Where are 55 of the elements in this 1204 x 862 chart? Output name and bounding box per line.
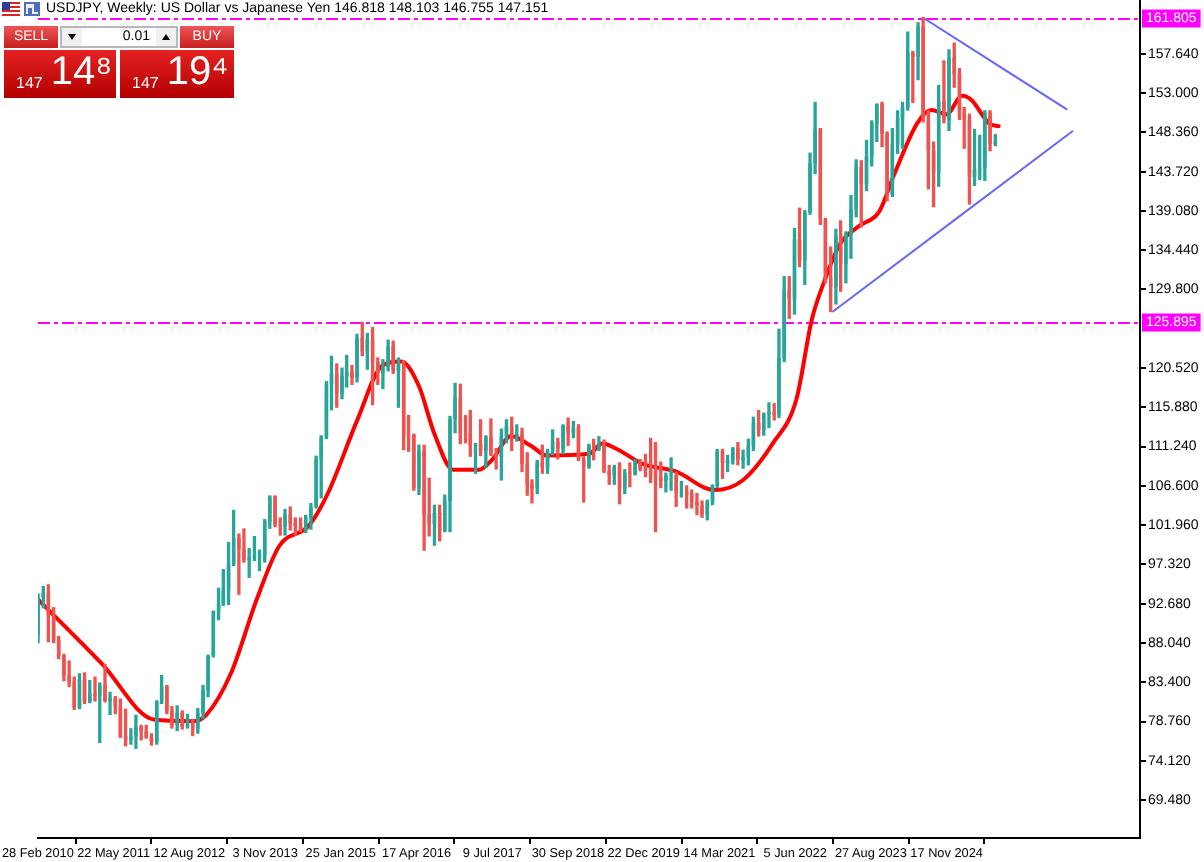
candlestick xyxy=(669,457,673,491)
candlestick xyxy=(391,340,395,374)
candlestick xyxy=(725,454,730,473)
candlestick xyxy=(139,724,143,741)
candlestick xyxy=(108,691,112,716)
candlestick xyxy=(674,471,678,507)
candlestick xyxy=(350,365,354,385)
annotation: 147 xyxy=(132,74,159,94)
candlestick xyxy=(916,22,920,81)
candlestick xyxy=(103,663,107,703)
candlestick xyxy=(283,508,287,536)
price-button: 147 14⁸ xyxy=(4,50,116,98)
candlestick xyxy=(571,420,576,439)
candlestick xyxy=(97,682,102,744)
candlestick xyxy=(623,469,627,495)
candlestick xyxy=(983,110,987,181)
annotation: 147 xyxy=(16,74,43,94)
candlestick xyxy=(772,403,776,421)
candlestick xyxy=(942,60,946,124)
candlestick xyxy=(180,710,185,730)
candlestick xyxy=(834,228,838,305)
candlestick xyxy=(736,442,740,466)
candlestick xyxy=(237,533,241,595)
candlestick xyxy=(514,424,519,442)
candlestick xyxy=(422,444,426,551)
candlestick xyxy=(473,442,478,474)
candlestick xyxy=(134,714,138,749)
candlestick xyxy=(597,436,601,451)
candlestick xyxy=(767,402,771,429)
candlestick xyxy=(417,444,421,495)
candlestick xyxy=(273,495,277,528)
annotation: 19⁴ xyxy=(166,50,229,94)
candlestick xyxy=(535,459,539,495)
candlestick xyxy=(88,679,92,704)
candlestick xyxy=(175,705,179,732)
candlestick xyxy=(355,333,359,383)
candlestick xyxy=(731,447,735,465)
candlestick xyxy=(93,676,97,702)
candlestick xyxy=(561,424,565,455)
candlestick xyxy=(679,480,684,498)
candlestick xyxy=(947,49,951,132)
candlestick xyxy=(638,458,642,472)
candlestick xyxy=(911,50,915,104)
candlestick xyxy=(988,110,992,152)
price-button: 147 19⁴ xyxy=(120,50,234,98)
candlestick xyxy=(695,492,699,516)
candlestick xyxy=(633,458,637,476)
candlestick xyxy=(628,462,632,488)
candlestick xyxy=(587,443,591,469)
candlestick xyxy=(566,417,570,446)
candlestick xyxy=(484,435,488,468)
candlestick xyxy=(700,500,704,518)
candlestick xyxy=(144,724,149,739)
candlestick xyxy=(556,437,560,460)
annotation: 14⁸ xyxy=(50,50,113,94)
